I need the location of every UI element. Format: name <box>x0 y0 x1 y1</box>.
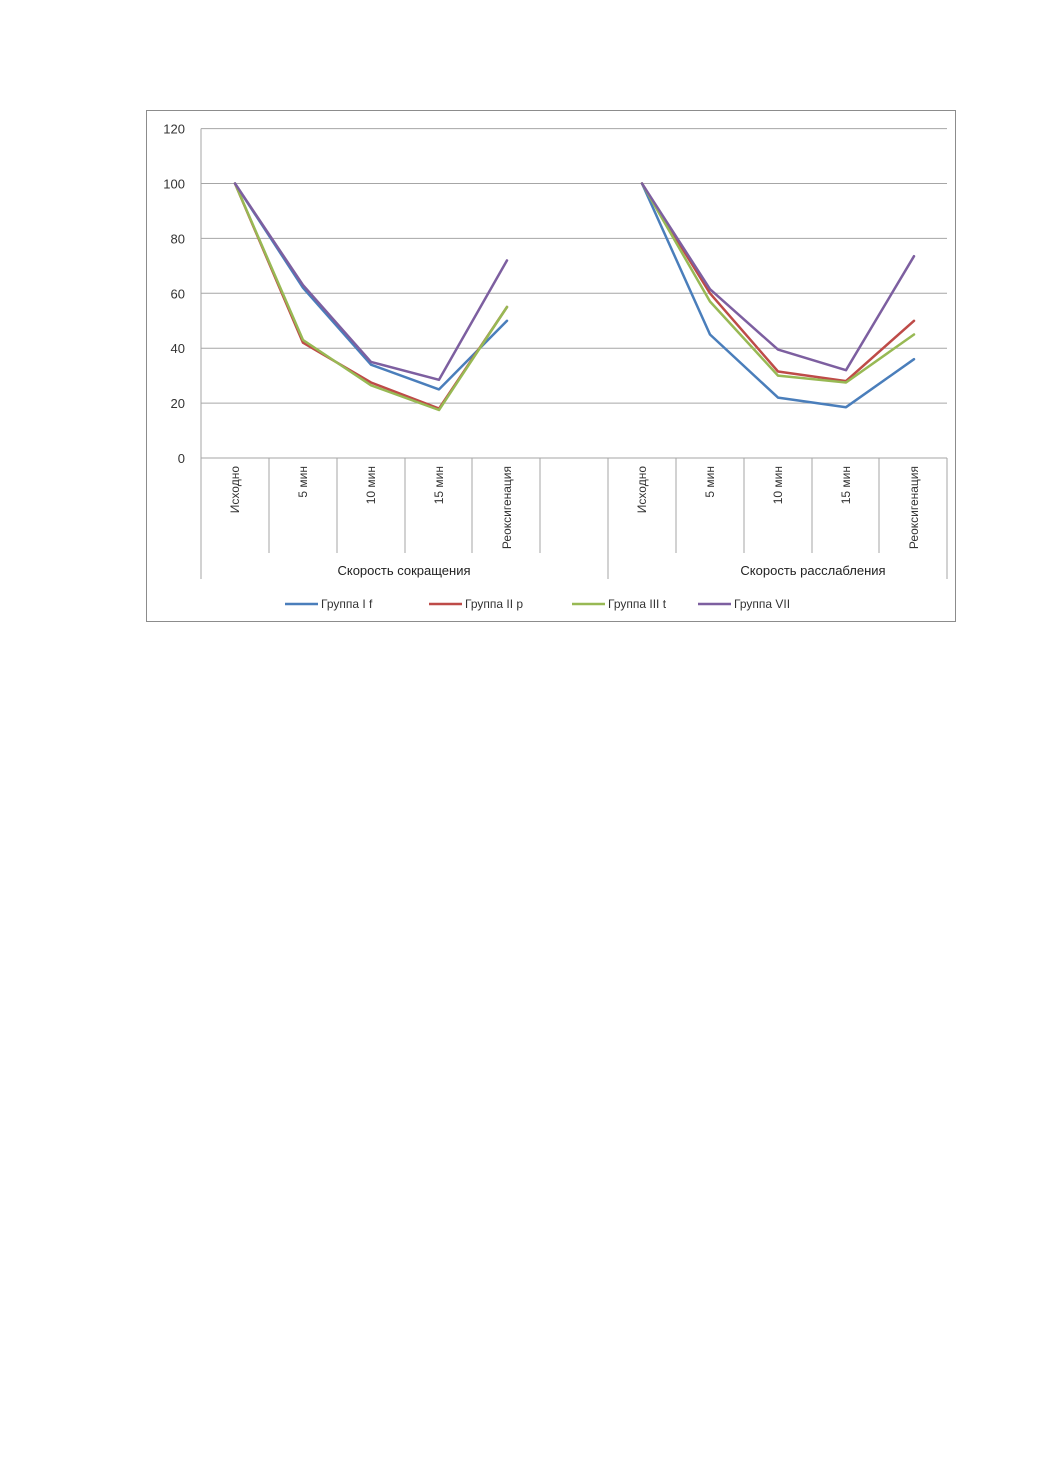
series-lines <box>233 182 916 412</box>
x-category-label: 5 мин <box>703 466 717 498</box>
x-category-label: Реоксигенация <box>500 466 514 549</box>
x-category-label: Исходно <box>635 466 649 514</box>
y-tick-label: 80 <box>171 231 185 246</box>
y-tick-label: 0 <box>178 451 185 466</box>
x-category-label: 5 мин <box>296 466 310 498</box>
line-chart: 0 20 40 60 80 100 120 Исходно 5 мин 10 мин 15 мин Р… <box>163 122 948 611</box>
group-label: Скорость сокращения <box>337 563 470 578</box>
series-line-1 <box>640 182 916 409</box>
gridlines <box>201 128 947 404</box>
series-line-4 <box>233 182 509 382</box>
series-line-3 <box>233 182 509 412</box>
y-tick-label: 40 <box>171 341 185 356</box>
series-line-2 <box>640 182 916 383</box>
legend-label: Группа III t <box>608 597 667 611</box>
chart-frame: 0 20 40 60 80 100 120 Исходно 5 мин 10 мин 15 мин Р… <box>146 110 956 622</box>
legend: Группа I f Группа II p Группа III t Группа … <box>285 597 790 611</box>
y-tick-label: 120 <box>163 122 185 137</box>
series-line-1 <box>233 182 509 391</box>
x-category-label: 15 мин <box>432 466 446 504</box>
legend-label: Группа VII <box>734 597 790 611</box>
x-category-label: 10 мин <box>771 466 785 504</box>
x-category-label: Исходно <box>228 466 242 514</box>
axes: 0 20 40 60 80 100 120 Исходно 5 мин 10 мин 15 мин Р… <box>163 122 948 579</box>
series-line-3 <box>640 182 916 384</box>
x-category-label: 15 мин <box>839 466 853 504</box>
y-tick-label: 100 <box>163 177 185 192</box>
series-line-2 <box>233 182 509 410</box>
y-tick-label: 20 <box>171 396 185 411</box>
legend-label: Группа II p <box>465 597 523 611</box>
x-category-label: 10 мин <box>364 466 378 504</box>
x-category-label: Реоксигенация <box>907 466 921 549</box>
group-label: Скорость расслабления <box>740 563 885 578</box>
legend-label: Группа I f <box>321 597 373 611</box>
y-tick-label: 60 <box>171 286 185 301</box>
series-line-4 <box>640 182 916 372</box>
